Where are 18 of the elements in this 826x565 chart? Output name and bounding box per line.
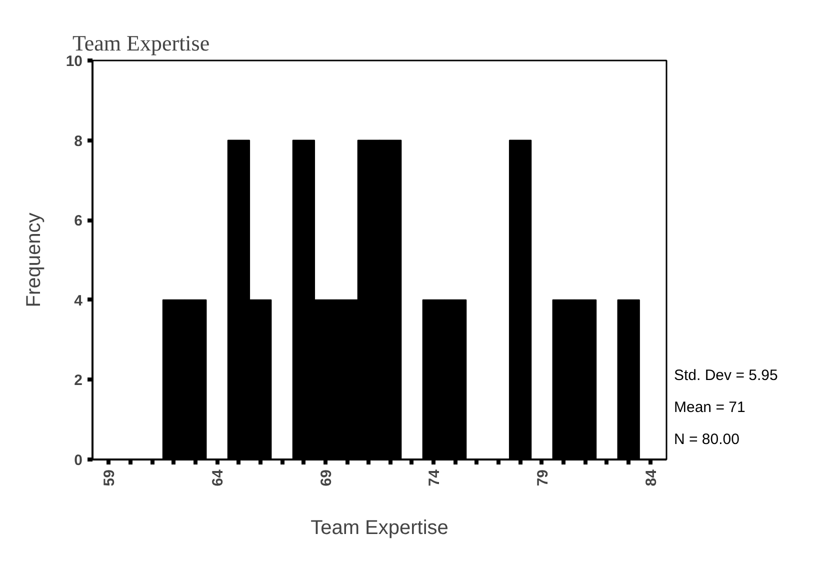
y-tick-label: 6 xyxy=(74,212,82,230)
text: N = 80.00 xyxy=(674,430,740,450)
chart-title: Team Expertise xyxy=(72,30,210,56)
y-tick-label: 0 xyxy=(74,452,82,469)
x-tick-label: 69 xyxy=(318,469,335,486)
y-axis-title: Frequency xyxy=(22,212,45,308)
x-tick-label: 79 xyxy=(534,469,552,486)
x-tick-label: 64 xyxy=(210,468,227,486)
y-tick-label: 4 xyxy=(74,292,84,310)
y-tick-label: 8 xyxy=(74,132,82,150)
y-tick-label: 2 xyxy=(74,372,82,390)
text: Mean = 71 xyxy=(674,398,746,418)
text: Std. Dev = 5.95 xyxy=(674,366,778,386)
x-tick-label: 59 xyxy=(101,469,118,486)
x-tick-label: 84 xyxy=(642,468,660,486)
y-tick-label: 10 xyxy=(66,53,83,70)
x-tick-label: 74 xyxy=(426,468,444,486)
x-axis-title: Team Expertise xyxy=(310,517,448,540)
